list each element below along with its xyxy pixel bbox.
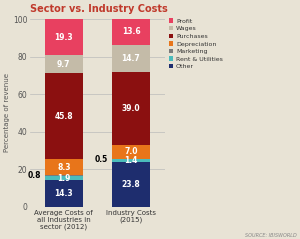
Text: 39.0: 39.0 — [122, 104, 140, 113]
Text: Sector vs. Industry Costs: Sector vs. Industry Costs — [30, 4, 168, 14]
Bar — [112, 72, 150, 145]
Text: 8.3: 8.3 — [57, 163, 70, 172]
Text: 1.4: 1.4 — [124, 156, 138, 165]
Text: SOURCE: IBISWORLD: SOURCE: IBISWORLD — [245, 233, 297, 238]
Text: 0.8: 0.8 — [28, 171, 41, 180]
Bar — [112, 162, 150, 207]
Bar — [45, 19, 82, 55]
Bar — [112, 145, 150, 158]
Text: 7.0: 7.0 — [124, 147, 138, 157]
Text: 1.9: 1.9 — [57, 174, 70, 183]
Bar — [112, 159, 150, 162]
Text: 0.5: 0.5 — [95, 155, 108, 163]
Bar — [45, 180, 82, 207]
Bar — [45, 73, 82, 159]
Bar — [45, 55, 82, 73]
Y-axis label: Percentage of revenue: Percentage of revenue — [4, 73, 10, 152]
Text: 23.8: 23.8 — [122, 180, 140, 189]
Text: 13.6: 13.6 — [122, 27, 140, 36]
Legend: Profit, Wages, Purchases, Depreciation, Marketing, Rent & Utilities, Other: Profit, Wages, Purchases, Depreciation, … — [169, 18, 223, 69]
Bar — [45, 176, 82, 180]
Text: 45.8: 45.8 — [55, 112, 73, 121]
Bar — [112, 19, 150, 45]
Text: 9.7: 9.7 — [57, 60, 70, 69]
Bar — [112, 158, 150, 159]
Text: 14.7: 14.7 — [122, 54, 140, 63]
Text: 14.3: 14.3 — [55, 189, 73, 198]
Bar — [45, 175, 82, 176]
Bar — [112, 45, 150, 72]
Text: 19.3: 19.3 — [55, 33, 73, 42]
Bar — [45, 159, 82, 175]
